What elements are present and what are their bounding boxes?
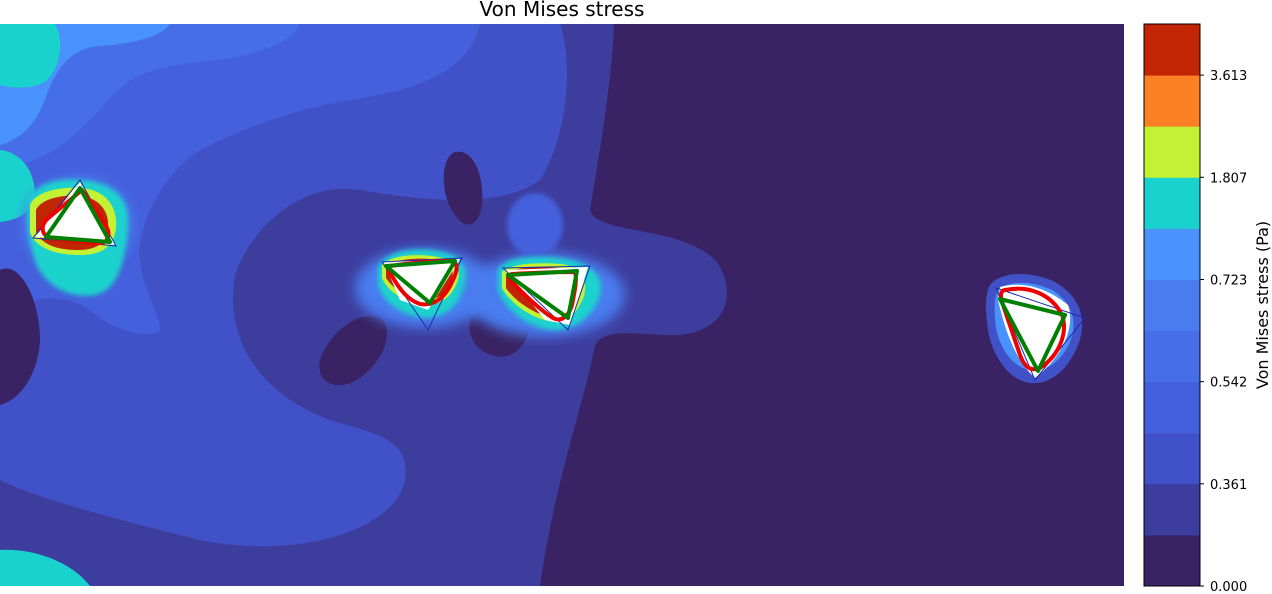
colorbar-tick-label: 0.000 [1210,580,1247,594]
colorbar-tick-label: 0.723 [1210,273,1247,288]
contour-low-pocket [319,316,388,386]
obstacle-1 [35,182,115,245]
colorbar-bands [1144,24,1200,587]
obstacle-2 [384,259,460,310]
colorbar-label: Von Mises stress (Pa) [1253,221,1272,389]
contour-low-pocket [0,268,40,405]
target-outline-2 [384,259,457,305]
obstacle-3 [505,267,588,325]
colorbar-band [1144,483,1200,536]
colorbar-ticks: 0.000 0.361 0.542 0.723 1.807 3.613 [1200,69,1247,594]
colorbar-band [1144,330,1200,383]
contour-low-pocket [443,151,483,225]
colorbar-band [1144,381,1200,434]
target-outlines [44,186,1067,373]
colorbar-tick-label: 0.361 [1210,478,1247,493]
colorbar-tick-label: 3.613 [1210,69,1247,84]
colorbar-band [1144,279,1200,332]
colorbar-band [1144,534,1200,587]
colorbar-tick-label: 1.807 [1210,171,1247,186]
target-outline-3 [506,269,579,320]
chart-title: Von Mises stress [480,0,645,21]
contour-band-level-4 [0,24,300,170]
colorbar-band [1144,228,1200,280]
contour-high-corner [0,150,35,222]
colorbar-band [1144,177,1200,229]
contour-high-corner [0,24,61,88]
colorbar-band [1144,126,1200,178]
contour-high-corner [0,549,90,586]
colorbar-band [1144,24,1200,76]
colorbar-frame [1143,23,1201,587]
target-outline-4 [998,297,1067,373]
target-outline-1 [44,186,112,244]
obstacle-shapes [35,182,1071,378]
colorbar-band [1144,75,1200,127]
colorbar: 0.000 0.361 0.542 0.723 1.807 3.613 Von Mises… [1143,23,1272,594]
colorbar-band [1144,432,1200,485]
colorbar-tick-label: 0.542 [1210,376,1247,391]
contour-plot-area [0,24,1124,586]
